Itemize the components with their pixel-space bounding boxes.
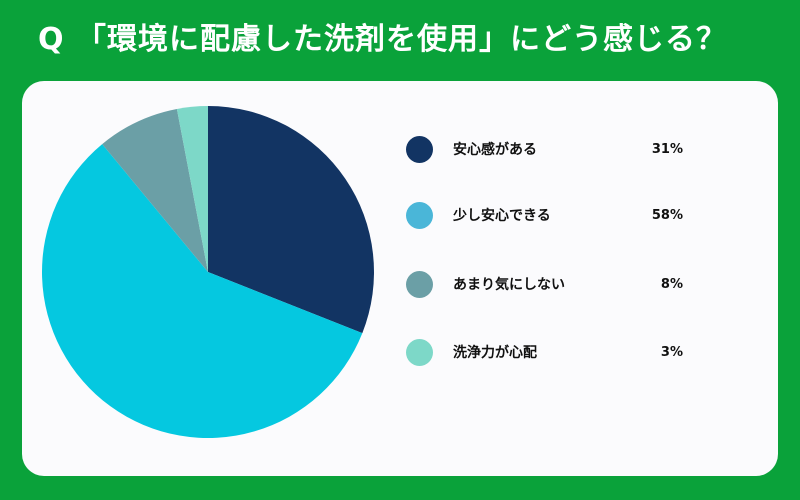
pie-slice-2 <box>41 144 363 438</box>
legend-swatch-2 <box>406 201 433 229</box>
legend-swatch-4 <box>406 338 433 366</box>
legend-item-1: 安心感がある 31% <box>406 134 686 164</box>
chart-title: Q 「環境に配慮した洗剤を使用」にどう感じる？ <box>38 22 727 57</box>
pie-slice-1 <box>208 106 374 334</box>
pie-chart <box>41 106 374 438</box>
legend-label-3: あまり気にしない <box>453 277 565 293</box>
legend-value-4: 3% <box>660 344 683 360</box>
pie-slice-4 <box>176 106 208 272</box>
legend-value-3: 8% <box>660 276 683 292</box>
legend-swatch-1 <box>406 135 433 163</box>
pie-slice-3 <box>102 108 208 272</box>
legend-item-2: 少し安心できる 58% <box>406 200 686 230</box>
legend-label-2: 少し安心できる <box>453 208 551 224</box>
legend-label-4: 洗浄力が心配 <box>453 345 537 361</box>
legend-label-1: 安心感がある <box>453 142 537 158</box>
legend-item-4: 洗浄力が心配 3% <box>406 337 686 367</box>
legend-value-2: 58% <box>651 207 683 223</box>
legend-item-3: あまり気にしない 8% <box>406 269 686 299</box>
legend-swatch-3 <box>406 270 433 298</box>
legend-value-1: 31% <box>651 141 683 157</box>
